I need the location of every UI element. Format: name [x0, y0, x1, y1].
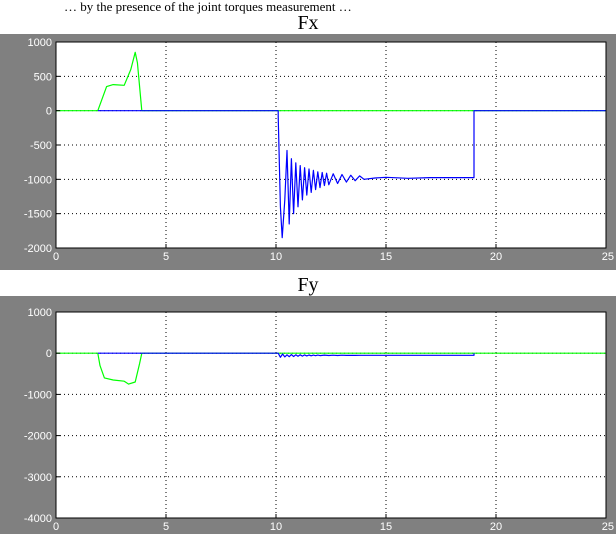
fy-x-tick-label: 15 [380, 521, 392, 533]
fx-chart: 0 5 10 15 20 25 -2000 -1500 -1000 -500 0 500 1000 [0, 34, 616, 270]
fx-y-tick-label: -1000 [24, 174, 52, 186]
fx-y-tick-label: 500 [34, 71, 52, 83]
fy-x-tick-label: 0 [53, 521, 59, 533]
fy-plot-area [56, 312, 606, 518]
fx-series-line-0 [56, 51, 606, 112]
fy-x-tick-label: 10 [270, 521, 282, 533]
fx-x-tick-label: 25 [602, 251, 614, 263]
fx-plot-area [56, 42, 606, 248]
fy-y-tick-label: 1000 [28, 307, 52, 319]
fx-x-tick-label: 20 [490, 251, 502, 263]
fx-y-tick-label: -500 [30, 140, 52, 152]
fy-chart: 0 5 10 15 20 25 -4000 -3000 -2000 -1000 0 1000 [0, 296, 616, 534]
fx-y-tick-label: -2000 [24, 243, 52, 255]
fy-x-tick-label: 5 [163, 521, 169, 533]
fy-series-line-1 [97, 352, 475, 358]
fy-y-tick-label: -3000 [24, 472, 52, 484]
fx-y-tick-label: 0 [46, 106, 52, 118]
fy-y-tick-label: -4000 [24, 513, 52, 525]
fx-x-tick-label: 10 [270, 251, 282, 263]
fx-x-tick-label: 5 [163, 251, 169, 263]
fx-x-tick-label: 0 [53, 251, 59, 263]
figure-caption: … by the presence of the joint torques m… [64, 0, 352, 14]
fx-y-tick-label: -1500 [24, 209, 52, 221]
fy-x-tick-label: 25 [602, 521, 614, 533]
fx-chart-title: Fx [297, 12, 319, 34]
fy-chart-title: Fy [297, 274, 319, 296]
fx-x-tick-label: 15 [380, 251, 392, 263]
fy-series-line-0 [56, 352, 606, 385]
fx-y-tick-label: 1000 [28, 37, 52, 49]
fy-axes-frame [55, 311, 607, 519]
fy-y-tick-label: -1000 [24, 389, 52, 401]
fx-series-line-1 [97, 110, 606, 239]
fy-y-tick-label: 0 [46, 348, 52, 360]
fy-y-tick-label: -2000 [24, 431, 52, 443]
fy-x-tick-label: 20 [490, 521, 502, 533]
